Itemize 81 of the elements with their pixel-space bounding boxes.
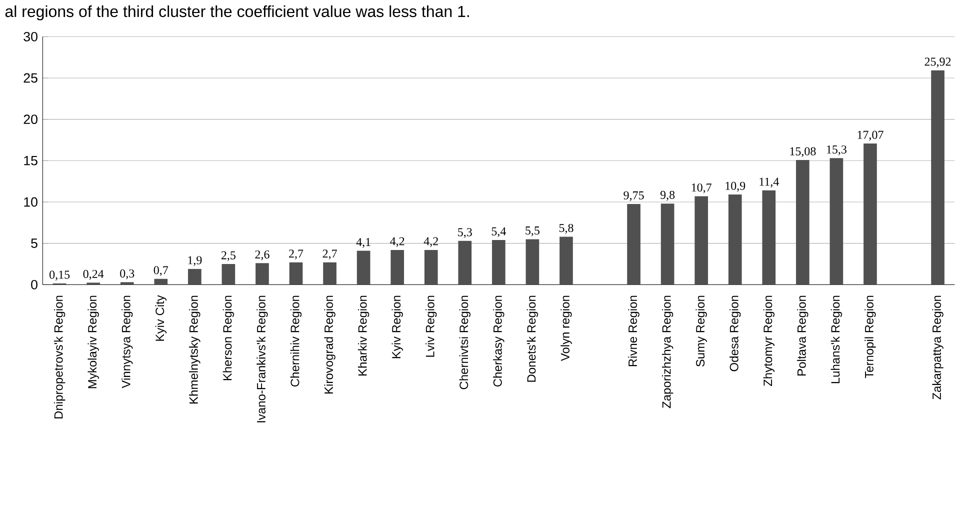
text: al regions of the third cluster the coefficient value was less than 1. [5,5,469,20]
x-tick-label: Lviv Region [426,296,437,357]
bar [120,282,134,285]
bar [222,264,236,285]
x-tick-label: Kharkiv Region [358,296,370,376]
bar [492,240,506,285]
x-tick-label: Rivne Region [628,296,640,366]
y-tick-label: 10 [24,197,38,207]
data-label: 10,7 [692,183,712,194]
y-tick-label: 15 [24,156,38,166]
x-tick-label: Kirovograd Region [324,296,336,394]
bar [864,144,877,285]
x-tick-label: Kyiv Region [392,296,403,358]
data-label: 5,8 [559,224,574,234]
bar [560,236,573,285]
bar [660,204,674,285]
x-tick-label: Mykolayiv Region [88,296,99,388]
data-label: 9,8 [660,190,675,201]
bar [526,239,540,285]
x-tick-label: Kherson Region [222,296,234,380]
x-tick-label: Donets'k Region [526,296,538,382]
data-label: 0,24 [83,270,104,280]
x-tick-label: Cherkasy Region [493,296,504,386]
data-label: 2,5 [221,251,236,262]
data-label: 1,9 [188,256,202,266]
x-tick-label: Luhans'k Region [830,296,842,384]
data-label: 0,15 [50,270,70,280]
bar [627,204,640,285]
y-tick-label: 25 [24,73,38,83]
bar [289,262,303,285]
x-tick-label: Odesa Region [730,296,741,372]
data-label: 0,3 [120,269,134,280]
data-label: 15,08 [790,147,816,158]
x-tick-label: Sumy Region [696,296,707,367]
data-label: 17,07 [858,130,884,141]
data-label: 2,7 [289,250,304,260]
bar [188,268,202,285]
x-tick-label: Chernivtsi Region [459,296,470,390]
x-tick-label: Ternopil Region [864,296,876,378]
data-label: 2,6 [255,250,270,260]
x-tick-label: Dnipropetrovs'k Region [54,296,66,418]
bar [458,240,472,285]
bar [154,278,168,285]
data-label: 5,4 [492,227,506,238]
data-label: 11,4 [760,178,779,188]
bar [796,160,810,285]
data-label: 5,3 [458,228,472,238]
x-tick-label: Ivano-Frankivs'k Region [256,296,268,422]
bar [424,250,438,285]
bar [256,263,269,285]
x-tick-label: Khmelnytsky Region [189,296,200,404]
data-label: 25,92 [924,58,951,68]
x-tick-label: Zhytomyr Region [763,296,774,386]
bar [694,196,708,285]
y-tick-label: 30 [24,32,38,42]
data-label: 5,5 [526,226,540,236]
x-tick-label: Zaporizhzhya Region [662,296,674,408]
x-tick-label: Vinnytsya Region [122,296,133,388]
bar [356,250,370,285]
y-tick-label: 5 [31,238,38,248]
bar [762,190,776,285]
y-tick-label: 20 [24,114,38,124]
data-label: 2,7 [322,250,337,260]
x-tick-label: Zakarpattya Region [932,296,944,400]
x-tick-label: Chernihiv Region [290,296,302,386]
data-label: 4,1 [356,238,370,248]
data-label: 9,75 [624,191,644,202]
x-tick-label: Volyn region [560,296,572,362]
data-label: 4,2 [390,237,404,247]
y-tick-label: 0 [31,280,38,290]
bar [830,158,844,285]
x-tick-label: Poltava Region [797,296,808,376]
data-label: 15,3 [826,145,846,156]
bar [323,262,336,285]
bar [931,70,944,285]
data-label: 10,9 [726,182,746,192]
bar [728,194,742,285]
bar [390,250,404,285]
data-label: 4,2 [424,237,438,247]
x-tick-label: Kyiv City [155,295,166,341]
data-label: 0,7 [154,266,168,276]
